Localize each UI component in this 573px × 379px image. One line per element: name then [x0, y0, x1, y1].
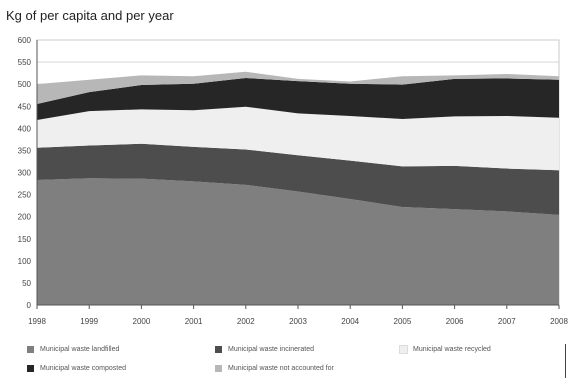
y-tick-label: 100 [18, 257, 32, 266]
x-tick-label: 2000 [133, 317, 151, 326]
legend-label: Municipal waste not accounted for [228, 365, 334, 372]
y-tick-label: 350 [18, 146, 32, 155]
y-tick-label: 300 [18, 169, 32, 178]
x-tick-label: 2004 [341, 317, 359, 326]
legend-label: Municipal waste incinerated [228, 346, 314, 353]
legend-label: Municipal waste composted [40, 365, 126, 372]
y-tick-label: 550 [18, 58, 32, 67]
area-series [37, 71, 559, 305]
y-tick-label: 250 [18, 191, 32, 200]
x-tick-label: 2002 [237, 317, 255, 326]
legend-item: Municipal waste not accounted for [215, 365, 334, 372]
y-tick-label: 400 [18, 124, 32, 133]
x-tick-label: 2003 [289, 317, 307, 326]
legend-label: Municipal waste recycled [413, 346, 491, 353]
area-series-3 [37, 106, 559, 171]
legend-item: Municipal waste incinerated [215, 346, 314, 353]
y-tick-label: 150 [18, 235, 32, 244]
y-tick-label: 450 [18, 102, 32, 111]
x-tick-label: 1998 [28, 317, 46, 326]
legend-item: Municipal waste landfilled [27, 346, 119, 353]
legend-item: Municipal waste composted [27, 365, 126, 372]
legend-item: Municipal waste recycled [399, 345, 491, 354]
y-tick-label: 50 [22, 279, 31, 288]
legend-swatch [215, 346, 222, 353]
area-series-4 [37, 77, 559, 120]
x-tick-label: 2008 [550, 317, 568, 326]
legend-swatch [215, 365, 222, 372]
legend-swatch [399, 345, 408, 354]
legend-swatch [27, 346, 34, 353]
legend-label: Municipal waste landfilled [40, 346, 120, 353]
y-tick-label: 600 [18, 36, 32, 45]
legend-swatch [27, 365, 34, 372]
x-tick-label: 2001 [185, 317, 203, 326]
y-tick-label: 200 [18, 213, 32, 222]
x-tick-label: 2005 [394, 317, 412, 326]
area-series-2 [37, 143, 559, 215]
y-tick-label: 0 [27, 301, 32, 310]
x-tick-label: 1999 [80, 317, 98, 326]
area-series-5 [37, 71, 559, 105]
x-tick-label: 2007 [498, 317, 516, 326]
axes: 0 50 100 150 200 250 300 350 400 450 500 550 600 1998… [18, 36, 569, 326]
chart-title: Kg of per capita and per year [6, 8, 174, 23]
y-tick-label: 500 [18, 80, 32, 89]
area-series-1 [37, 178, 559, 305]
x-tick-label: 2006 [446, 317, 464, 326]
text-cursor [565, 344, 566, 378]
